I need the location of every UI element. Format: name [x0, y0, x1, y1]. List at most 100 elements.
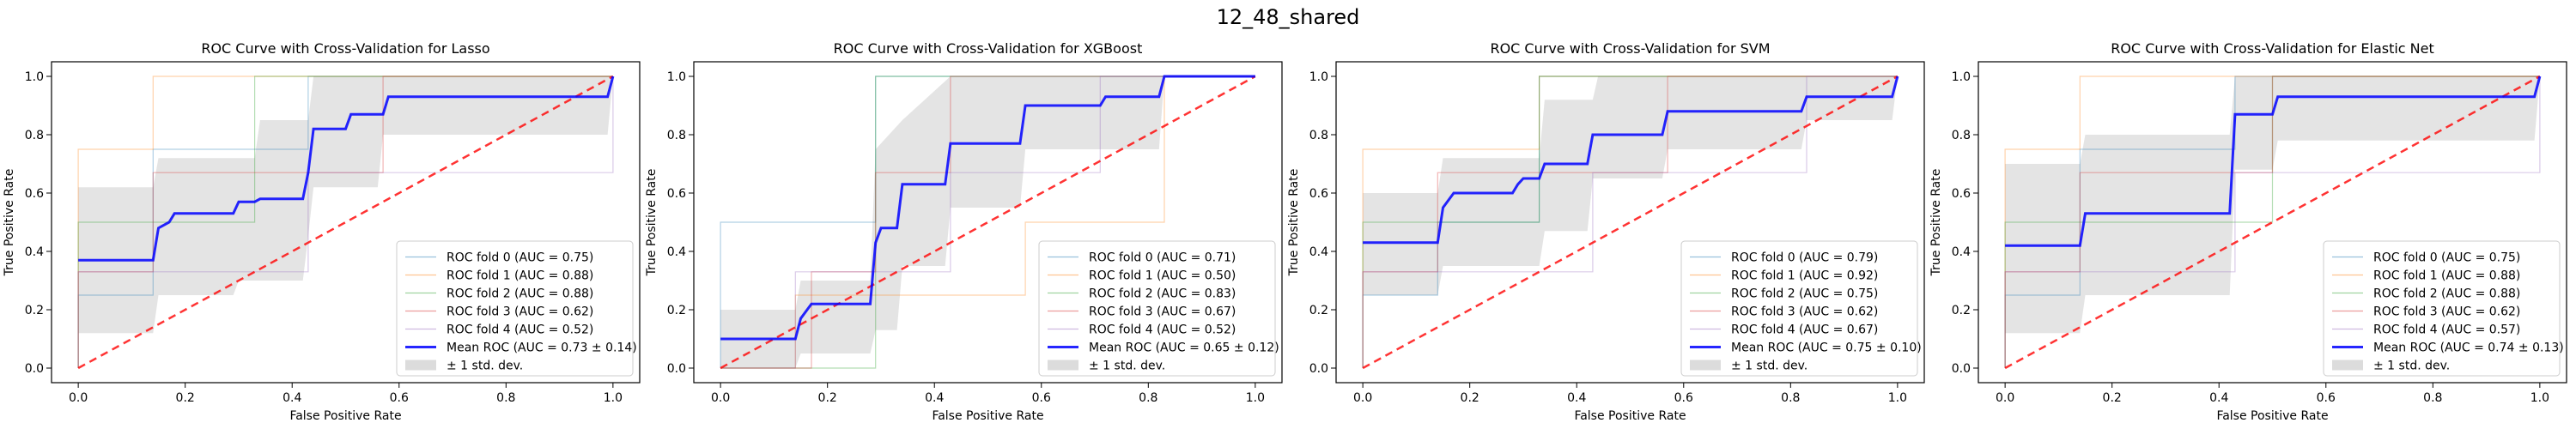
legend-label: ROC fold 3 (AUC = 0.62): [1731, 305, 1878, 319]
roc-fold-3-line: [2004, 76, 2540, 368]
legend-handle: [1690, 360, 1721, 371]
roc-fold-3-line: [1362, 76, 1898, 368]
chance-line: [77, 75, 614, 370]
y-tick-label: 1.0: [667, 70, 686, 84]
legend-label: ROC fold 2 (AUC = 0.83): [1089, 287, 1236, 301]
legend-label: ROC fold 3 (AUC = 0.62): [447, 305, 593, 319]
y-tick-label: 0.4: [1952, 245, 1971, 259]
chart-panel-2: 0.0 0.2 0.4 0.6 0.8 1.0 0.0 0.2 0.4 0.6 0.8 1.0 ROC …: [1287, 40, 1925, 423]
legend-label: ROC fold 3 (AUC = 0.62): [2373, 305, 2520, 319]
legend-label: ROC fold 1 (AUC = 0.92): [1731, 269, 1878, 283]
std-band: [78, 76, 613, 334]
axes-frame: [1978, 61, 2567, 384]
roc-fold-0-line: [2004, 76, 2540, 368]
plot-area: [1362, 75, 1899, 370]
chart-title: ROC Curve with Cross-Validation for SVM: [1490, 40, 1770, 57]
legend-label: ROC fold 4 (AUC = 0.67): [1731, 323, 1878, 337]
legend-label: ROC fold 4 (AUC = 0.57): [2373, 323, 2520, 337]
std-band: [2005, 76, 2540, 334]
roc-fold-2-line: [2004, 76, 2540, 368]
plot-area: [2004, 75, 2542, 370]
legend-label: ROC fold 0 (AUC = 0.75): [2373, 251, 2520, 265]
axes-frame: [693, 61, 1283, 384]
legend-label: Mean ROC (AUC = 0.73 ± 0.14): [447, 341, 637, 355]
roc-fold-3-line: [720, 76, 1255, 369]
legend-label: ROC fold 2 (AUC = 0.88): [447, 287, 593, 301]
x-tick-label: 1.0: [1888, 391, 1907, 405]
legend-label: Mean ROC (AUC = 0.74 ± 0.13): [2373, 341, 2564, 355]
y-tick-label: 0.8: [1309, 129, 1328, 142]
y-axis-label: True Positive Rate: [3, 169, 16, 277]
y-tick-label: 0.4: [667, 245, 686, 259]
chance-line: [720, 75, 1256, 370]
x-tick-label: 0.6: [390, 391, 409, 405]
legend-label: ROC fold 4 (AUC = 0.52): [1089, 323, 1236, 337]
x-tick-label: 0.2: [818, 391, 837, 405]
roc-fold-1-line: [2004, 76, 2540, 368]
x-tick-label: 0.6: [2317, 391, 2336, 405]
y-tick-label: 0.8: [1952, 129, 1971, 142]
x-tick-label: 0.0: [1353, 391, 1372, 405]
y-tick-label: 0.6: [1952, 187, 1971, 201]
roc-fold-3-line: [77, 76, 613, 368]
mean-roc-line: [720, 75, 1255, 341]
legend: ROC fold 0 (AUC = 0.75) ROC fold 1 (AUC =…: [2323, 240, 2564, 377]
y-tick-label: 0.4: [25, 245, 44, 259]
x-axis-label: False Positive Rate: [289, 409, 401, 423]
y-tick-label: 0.0: [1952, 362, 1971, 376]
y-tick-label: 0.4: [1309, 245, 1328, 259]
y-tick-label: 1.0: [1309, 70, 1328, 84]
x-tick-label: 0.0: [69, 391, 88, 405]
roc-fold-2-line: [1362, 76, 1898, 368]
chance-line: [2004, 75, 2541, 370]
x-tick-label: 1.0: [2530, 391, 2549, 405]
y-axis-label: True Positive Rate: [645, 169, 659, 277]
roc-fold-2-line: [77, 76, 613, 368]
x-tick-label: 0.2: [176, 391, 195, 405]
y-tick-label: 0.0: [25, 362, 44, 376]
legend-label: Mean ROC (AUC = 0.75 ± 0.10): [1731, 341, 1922, 355]
x-tick-label: 0.6: [1032, 391, 1051, 405]
legend: ROC fold 0 (AUC = 0.71) ROC fold 1 (AUC =…: [1038, 240, 1279, 377]
y-tick-label: 0.6: [1309, 187, 1328, 201]
chart-panel-0: 0.0 0.2 0.4 0.6 0.8 1.0 0.0 0.2 0.4 0.6 0.8 1.0 ROC …: [3, 40, 641, 423]
roc-fold-1-line: [1362, 76, 1898, 368]
legend-handle: [2332, 360, 2363, 371]
y-tick-label: 0.2: [1309, 304, 1328, 317]
mean-roc-line: [1363, 76, 1899, 245]
roc-fold-0-line: [1362, 76, 1898, 368]
plot-area: [77, 75, 615, 370]
x-tick-label: 0.8: [1781, 391, 1800, 405]
legend-box: [1038, 240, 1276, 377]
legend-handle: [405, 360, 436, 371]
y-tick-label: 0.8: [25, 129, 44, 142]
legend-label: ROC fold 2 (AUC = 0.75): [1731, 287, 1878, 301]
axes-frame: [51, 61, 641, 384]
y-tick-label: 0.0: [667, 362, 686, 376]
x-tick-label: 0.2: [1461, 391, 1479, 405]
legend-box: [1680, 240, 1918, 377]
y-tick-label: 0.0: [1309, 362, 1328, 376]
legend-label: ± 1 std. dev.: [2373, 360, 2450, 373]
x-tick-label: 0.6: [1674, 391, 1693, 405]
legend-box: [396, 240, 634, 377]
y-tick-label: 1.0: [1952, 70, 1971, 84]
y-tick-label: 1.0: [25, 70, 44, 84]
chart-title: ROC Curve with Cross-Validation for Lass…: [201, 40, 489, 57]
x-tick-label: 0.8: [496, 391, 515, 405]
x-tick-label: 1.0: [604, 391, 623, 405]
chart-title: ROC Curve with Cross-Validation for Elas…: [2111, 40, 2434, 57]
legend-label: ROC fold 1 (AUC = 0.88): [2373, 269, 2520, 283]
x-tick-label: 0.0: [1996, 391, 2014, 405]
plot-area: [720, 75, 1256, 370]
x-axis-label: False Positive Rate: [1574, 409, 1686, 423]
legend-handle: [1048, 360, 1078, 371]
x-tick-label: 0.8: [2423, 391, 2442, 405]
chart-title: ROC Curve with Cross-Validation for XGBo…: [834, 40, 1143, 57]
y-tick-label: 0.6: [667, 187, 686, 201]
x-tick-label: 0.2: [2103, 391, 2122, 405]
mean-roc-line: [2005, 76, 2542, 247]
legend-label: ROC fold 1 (AUC = 0.88): [447, 269, 593, 283]
y-tick-label: 0.6: [25, 187, 44, 201]
